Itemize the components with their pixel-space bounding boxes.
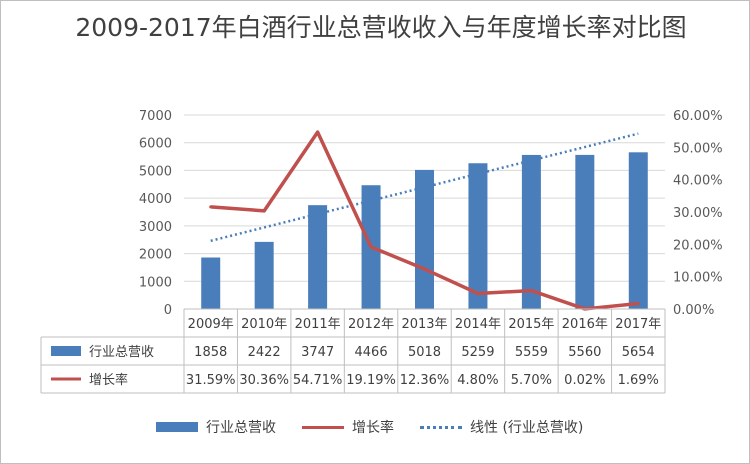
- legend-swatch-bar: [156, 422, 198, 432]
- legend-label-trend: 线性 (行业总营收): [470, 420, 584, 436]
- table-cell-growth: 1.69%: [618, 373, 659, 388]
- y-right-tick-label: 60.00%: [673, 109, 723, 124]
- y-right-tick-label: 30.00%: [673, 206, 723, 221]
- table-cell-revenue: 5559: [515, 345, 548, 360]
- x-category-label: 2015年: [508, 317, 554, 332]
- growth-point: [369, 245, 373, 249]
- y-right-tick-label: 0.00%: [673, 303, 714, 318]
- trendline: [210, 132, 639, 243]
- table-cell-growth: 5.70%: [511, 373, 552, 388]
- bar: [254, 241, 274, 309]
- table-cell-revenue: 4466: [355, 345, 388, 360]
- growth-point: [476, 291, 480, 295]
- legend-label-growth: 增长率: [352, 420, 394, 436]
- bar: [468, 163, 488, 309]
- table-cell-growth: 30.36%: [239, 373, 289, 388]
- table-cell-revenue: 5018: [408, 345, 441, 360]
- x-category-label: 2011年: [295, 317, 341, 332]
- y-right-tick-label: 10.00%: [673, 271, 723, 286]
- y-left-tick-label: 4000: [139, 192, 172, 207]
- table-cell-growth: 12.36%: [400, 373, 450, 388]
- table-cell-growth: 4.80%: [457, 373, 498, 388]
- chart-title: 2009-2017年白酒行业总营收收入与年度增长率对比图: [75, 13, 687, 42]
- legend-swatch-trend: [420, 425, 462, 429]
- bar: [521, 154, 541, 309]
- legend-swatch-line: [302, 425, 344, 429]
- y-left-tick-label: 2000: [139, 248, 172, 263]
- x-category-label: 2009年: [188, 317, 234, 332]
- y-left-tick-label: 0: [164, 303, 172, 318]
- table-swatch-bar: [51, 346, 81, 356]
- table-cell-growth: 0.02%: [564, 373, 605, 388]
- table-cell-growth: 19.19%: [346, 373, 396, 388]
- table-row-label-growth: 增长率: [89, 372, 128, 388]
- table-cell-revenue: 5560: [568, 345, 601, 360]
- table-cell-revenue: 1858: [194, 345, 227, 360]
- growth-point: [209, 205, 213, 209]
- legend-item-trend: 线性 (行业总营收): [420, 417, 583, 437]
- table-cell-growth: 31.59%: [186, 373, 236, 388]
- table-cell-revenue: 5259: [461, 345, 494, 360]
- bar: [201, 257, 221, 309]
- y-left-tick-label: 6000: [139, 137, 172, 152]
- table-row-label-revenue: 行业总营收: [89, 345, 154, 360]
- chart-legend: 行业总营收 增长率 线性 (行业总营收): [156, 417, 609, 437]
- y-left-tick-label: 3000: [139, 220, 172, 235]
- x-category-label: 2017年: [615, 317, 661, 332]
- table-cell-growth: 54.71%: [293, 373, 343, 388]
- bar: [308, 205, 328, 309]
- growth-point: [636, 302, 640, 306]
- growth-point: [529, 289, 533, 293]
- growth-point: [316, 130, 320, 134]
- y-left-tick-label: 1000: [139, 275, 172, 290]
- y-right-tick-label: 20.00%: [673, 238, 723, 253]
- table-cell-revenue: 2422: [248, 345, 281, 360]
- growth-point: [262, 209, 266, 213]
- x-category-label: 2016年: [562, 317, 608, 332]
- y-right-tick-label: 50.00%: [673, 141, 723, 156]
- bar: [575, 154, 595, 309]
- y-right-tick-label: 40.00%: [673, 174, 723, 189]
- x-category-label: 2010年: [241, 317, 287, 332]
- bar: [628, 152, 648, 309]
- table-cell-revenue: 5654: [622, 345, 655, 360]
- legend-item-revenue: 行业总营收: [156, 417, 276, 437]
- y-left-tick-label: 7000: [139, 109, 172, 124]
- growth-point: [423, 267, 426, 271]
- table-cell-revenue: 3747: [301, 345, 334, 360]
- x-category-label: 2013年: [401, 317, 447, 332]
- legend-label-revenue: 行业总营收: [206, 420, 276, 436]
- x-category-label: 2012年: [348, 317, 394, 332]
- y-left-tick-label: 5000: [139, 164, 172, 179]
- legend-item-growth: 增长率: [302, 417, 394, 437]
- x-category-label: 2014年: [455, 317, 501, 332]
- bar: [415, 169, 434, 309]
